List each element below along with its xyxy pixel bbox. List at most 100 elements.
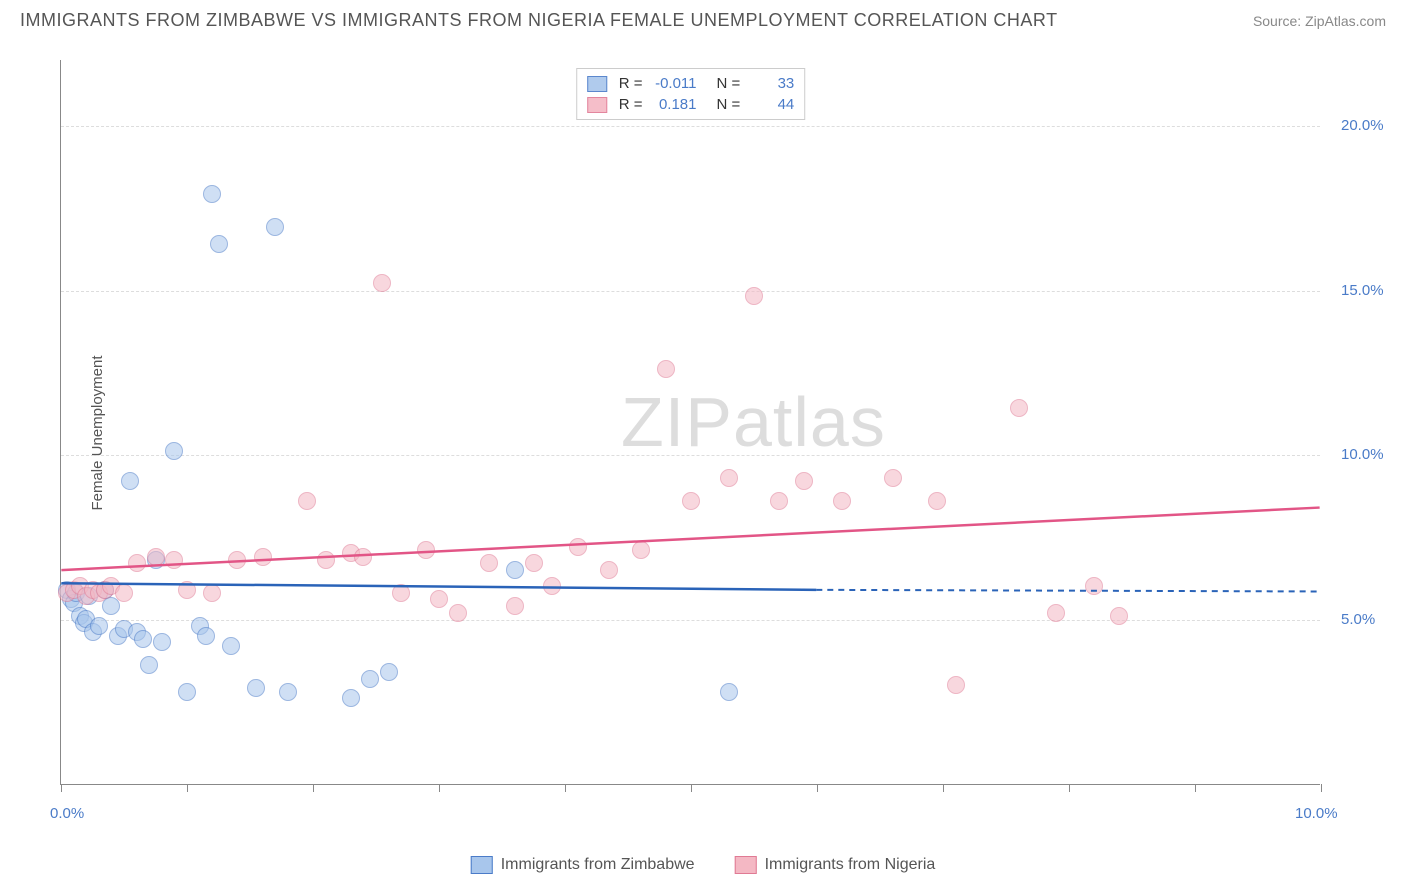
data-point (178, 581, 196, 599)
data-point (1047, 604, 1065, 622)
legend-swatch (587, 76, 607, 92)
legend-row: R = -0.011 N = 33 (587, 73, 795, 94)
data-point (745, 287, 763, 305)
x-tick-label: 0.0% (50, 805, 84, 822)
data-point (134, 630, 152, 648)
data-point (1110, 607, 1128, 625)
data-point (373, 274, 391, 292)
legend-r-label: R = (619, 96, 643, 113)
legend-r-label: R = (619, 75, 643, 92)
data-point (449, 604, 467, 622)
x-tick (1321, 784, 1322, 792)
y-tick-label: 15.0% (1341, 282, 1384, 299)
grid-line (61, 455, 1320, 456)
data-point (121, 472, 139, 490)
legend-r-value: 0.181 (655, 96, 697, 113)
data-point (543, 577, 561, 595)
data-point (254, 548, 272, 566)
source-attribution: Source: ZipAtlas.com (1253, 13, 1386, 29)
data-point (795, 472, 813, 490)
data-point (203, 185, 221, 203)
legend-swatch (587, 97, 607, 113)
data-point (770, 492, 788, 510)
data-point (884, 469, 902, 487)
data-point (392, 584, 410, 602)
data-point (632, 541, 650, 559)
data-point (266, 218, 284, 236)
data-point (298, 492, 316, 510)
data-point (147, 548, 165, 566)
x-tick (1195, 784, 1196, 792)
series-legend-item: Immigrants from Zimbabwe (471, 856, 695, 874)
watermark-atlas: atlas (733, 383, 886, 461)
y-tick-label: 10.0% (1341, 446, 1384, 463)
data-point (657, 360, 675, 378)
watermark-zip: ZIP (621, 383, 733, 461)
data-point (247, 679, 265, 697)
legend-row: R =0.181N =44 (587, 94, 795, 115)
data-point (1010, 399, 1028, 417)
chart-title: IMMIGRANTS FROM ZIMBABWE VS IMMIGRANTS F… (20, 10, 1058, 31)
x-tick (1069, 784, 1070, 792)
x-tick (691, 784, 692, 792)
trend-line-extrapolated (816, 590, 1319, 592)
grid-line (61, 291, 1320, 292)
data-point (506, 597, 524, 615)
data-point (279, 683, 297, 701)
data-point (928, 492, 946, 510)
data-point (165, 551, 183, 569)
data-point (354, 548, 372, 566)
plot-svg (61, 60, 1320, 784)
data-point (569, 538, 587, 556)
data-point (361, 670, 379, 688)
legend-n-value: 44 (752, 96, 794, 113)
data-point (525, 554, 543, 572)
series-legend-label: Immigrants from Nigeria (765, 856, 936, 874)
data-point (1085, 577, 1103, 595)
data-point (600, 561, 618, 579)
watermark: ZIPatlas (621, 382, 886, 462)
legend-n-value: 33 (752, 75, 794, 92)
data-point (178, 683, 196, 701)
legend-r-value: -0.011 (655, 75, 697, 92)
data-point (197, 627, 215, 645)
data-point (210, 235, 228, 253)
data-point (380, 663, 398, 681)
data-point (682, 492, 700, 510)
legend-swatch (735, 856, 757, 874)
series-legend-label: Immigrants from Zimbabwe (501, 856, 695, 874)
data-point (947, 676, 965, 694)
data-point (165, 442, 183, 460)
data-point (140, 656, 158, 674)
data-point (506, 561, 524, 579)
data-point (90, 617, 108, 635)
data-point (115, 584, 133, 602)
data-point (720, 469, 738, 487)
correlation-legend: R =-0.011N =33R =0.181N =44 (576, 68, 806, 120)
trend-line (61, 583, 816, 590)
data-point (430, 590, 448, 608)
grid-line (61, 126, 1320, 127)
y-tick-label: 5.0% (1341, 611, 1375, 628)
data-point (203, 584, 221, 602)
data-point (833, 492, 851, 510)
data-point (720, 683, 738, 701)
series-legend-item: Immigrants from Nigeria (735, 856, 936, 874)
data-point (317, 551, 335, 569)
legend-n-label: N = (717, 75, 741, 92)
grid-line (61, 620, 1320, 621)
x-tick (439, 784, 440, 792)
series-legend: Immigrants from Zimbabwe Immigrants from … (471, 856, 936, 874)
x-tick (313, 784, 314, 792)
plot-area: ZIPatlas R =-0.011N =33R =0.181N =44 5.0… (60, 60, 1320, 785)
data-point (480, 554, 498, 572)
chart-container: Female Unemployment ZIPatlas R =-0.011N … (50, 50, 1390, 815)
data-point (153, 633, 171, 651)
data-point (342, 689, 360, 707)
data-point (228, 551, 246, 569)
trend-line (61, 508, 1319, 571)
x-tick-label: 10.0% (1295, 805, 1338, 822)
x-tick (61, 784, 62, 792)
x-tick (817, 784, 818, 792)
data-point (417, 541, 435, 559)
